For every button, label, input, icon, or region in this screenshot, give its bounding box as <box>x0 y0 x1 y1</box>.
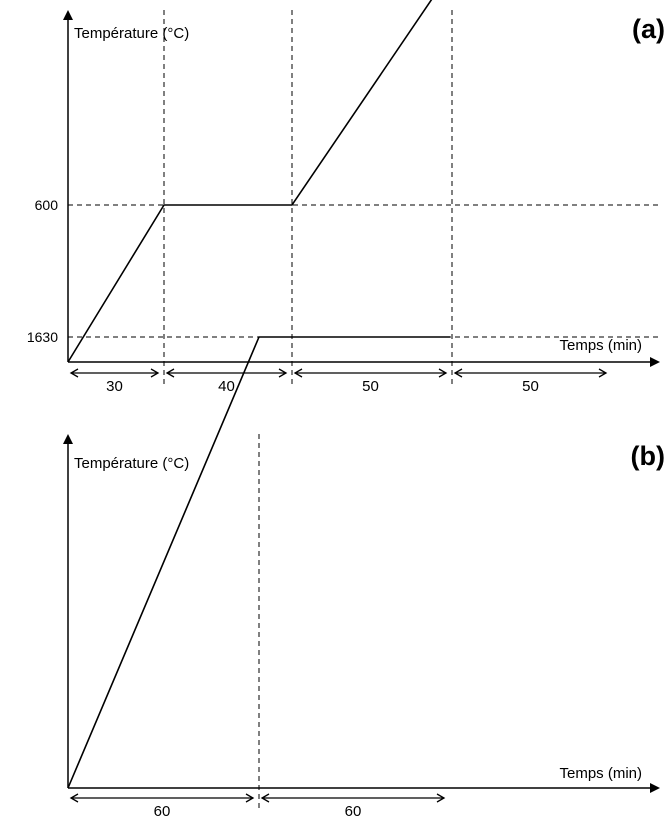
x-axis-arrowhead <box>650 357 660 367</box>
duration-arrow <box>260 793 446 803</box>
duration-label: 50 <box>362 378 379 395</box>
x-axis-title: Temps (min) <box>559 765 642 782</box>
duration-label: 30 <box>106 378 123 395</box>
x-axis-title: Temps (min) <box>559 337 642 354</box>
duration-arrow <box>293 368 448 378</box>
duration-arrow <box>69 793 255 803</box>
y-axis-title: Température (°C) <box>74 25 189 42</box>
temperature-profile-line <box>67 336 450 789</box>
x-axis-arrowhead <box>650 783 660 793</box>
y-axis-arrowhead <box>63 10 73 20</box>
y-axis-arrowhead <box>63 434 73 444</box>
duration-label: 50 <box>522 378 539 395</box>
panel-label: (b) <box>631 441 665 471</box>
y-tick-label: 600 <box>35 197 59 213</box>
duration-label: 60 <box>154 803 171 820</box>
y-axis-title: Température (°C) <box>74 455 189 472</box>
y-tick-label: 1630 <box>27 329 58 345</box>
chart-panel-b: 1630 60 60 Température (°C) Temps (min) (b) <box>27 329 665 820</box>
duration-label: 40 <box>218 378 235 395</box>
duration-label: 60 <box>345 803 362 820</box>
chart-panel-a: 600150030405050Température (°C)Temps (mi… <box>35 0 665 395</box>
duration-arrow <box>69 368 160 378</box>
panel-label: (a) <box>632 14 665 44</box>
duration-arrow <box>453 368 608 378</box>
temperature-profile-line <box>67 0 433 363</box>
duration-arrow <box>165 368 288 378</box>
